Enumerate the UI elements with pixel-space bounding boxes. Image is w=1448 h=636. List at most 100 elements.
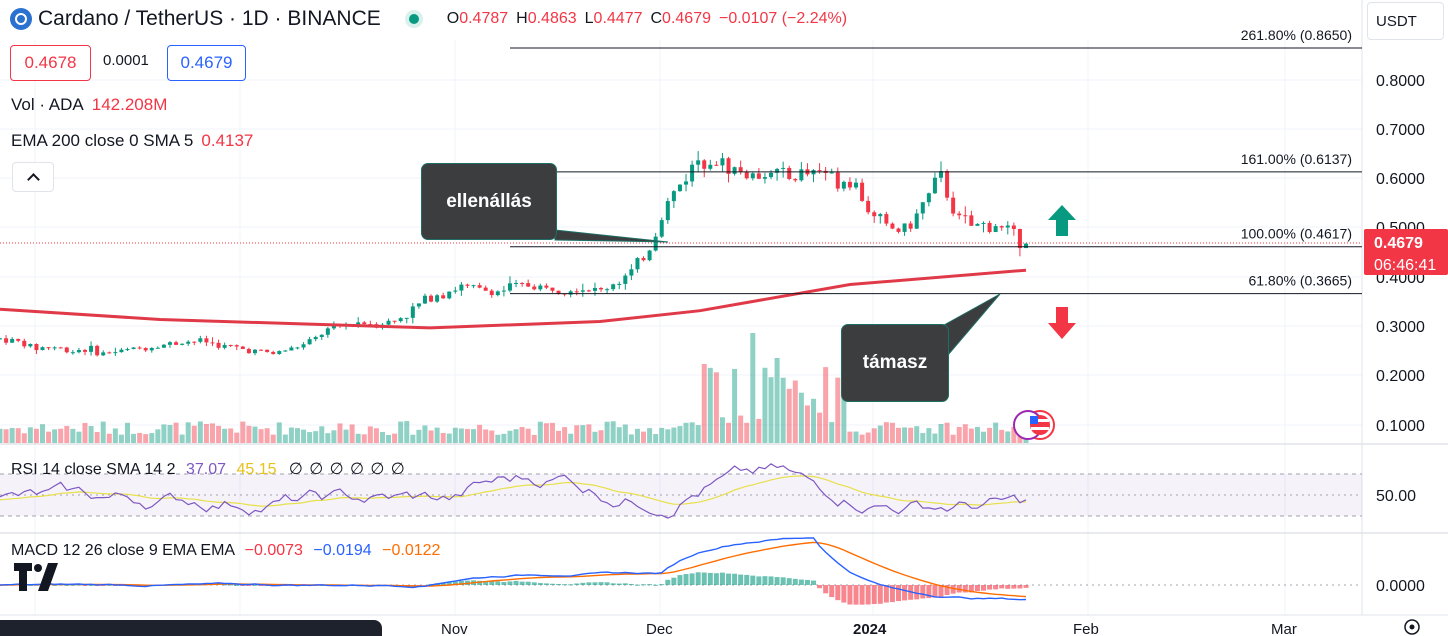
support-callout[interactable]: támasz xyxy=(841,324,949,402)
candle-body xyxy=(501,290,506,292)
candle-body xyxy=(945,171,950,198)
macd-legend[interactable]: MACD 12 26 close 9 EMA EMA −0.0073 −0.01… xyxy=(11,542,440,560)
macd-hist-bar xyxy=(987,585,993,590)
settings-icon[interactable] xyxy=(1404,619,1420,635)
volume-bar xyxy=(804,405,810,443)
fibonacci-levels[interactable]: 261.80% (0.8650) 161.00% (0.6137) 100.00% … xyxy=(510,27,1362,295)
volume-bar xyxy=(161,424,167,443)
candle-body xyxy=(908,223,913,229)
macd-hist-bar xyxy=(580,582,586,585)
volume-bar xyxy=(987,427,993,443)
volume-bar xyxy=(386,434,392,443)
volume-bar xyxy=(956,426,962,443)
volume-bar xyxy=(270,434,276,443)
volume-bar xyxy=(568,433,574,443)
rsi-legend[interactable]: RSI 14 close SMA 14 2 37.07 45.15 ∅ ∅ ∅ … xyxy=(11,459,406,479)
rsi-label: RSI 14 close SMA 14 2 xyxy=(11,461,176,478)
volume-bar xyxy=(974,426,980,443)
macd-line xyxy=(0,537,1027,601)
candle-body xyxy=(635,258,640,270)
volume-bar xyxy=(798,392,804,443)
volume-bar xyxy=(179,434,185,443)
volume-bar xyxy=(185,422,191,443)
macd-signal-value: −0.0122 xyxy=(382,542,441,559)
volume-bar xyxy=(865,432,871,443)
volume-bar xyxy=(877,425,883,443)
candle-body xyxy=(957,213,962,216)
candle-body xyxy=(841,181,846,189)
volume-bar xyxy=(902,427,908,443)
candle-body xyxy=(319,334,324,338)
rsi-axis-tick: 50.00 xyxy=(1376,488,1416,505)
candle-body xyxy=(137,347,142,349)
volume-bar xyxy=(683,422,689,443)
candle-body xyxy=(835,172,840,189)
volume-bar xyxy=(0,428,3,443)
candle-body xyxy=(234,345,239,347)
candle-body xyxy=(556,290,561,294)
time-tick: Dec xyxy=(646,621,673,636)
candle-body xyxy=(878,214,883,217)
volume-bar xyxy=(847,431,853,443)
candle-body xyxy=(495,291,500,296)
candle-body xyxy=(46,347,51,349)
time-axis[interactable]: Nov Dec 2024 Feb Mar xyxy=(441,621,1297,636)
price-tick: 0.7000 xyxy=(1376,122,1425,139)
macd-hist-bar xyxy=(883,585,889,603)
candle-body xyxy=(605,289,610,291)
volume-bar xyxy=(58,428,64,443)
symbol-header[interactable]: Cardano / TetherUS · 1D · BINANCE O0.478… xyxy=(10,4,847,34)
volume-bar xyxy=(15,428,21,443)
candle-body xyxy=(775,168,780,173)
collapse-legend-button[interactable] xyxy=(12,162,54,192)
candle-body xyxy=(975,223,980,226)
macd-hist-bar xyxy=(950,585,956,594)
buy-button[interactable]: 0.4679 xyxy=(167,45,246,81)
volume-bar xyxy=(495,434,501,443)
economic-event-icon[interactable] xyxy=(1013,410,1055,440)
volume-bar xyxy=(719,417,725,443)
candle-body xyxy=(939,171,944,178)
currency-select[interactable]: USDT xyxy=(1367,2,1444,40)
tradingview-logo-icon[interactable] xyxy=(14,563,60,591)
candle-body xyxy=(441,295,446,299)
volume-bar xyxy=(908,427,914,443)
volume-bar xyxy=(999,429,1005,443)
volume-bar xyxy=(191,425,197,443)
candle-body xyxy=(580,290,585,292)
macd-hist-bar xyxy=(610,583,616,585)
candle-body xyxy=(107,352,112,354)
volume-bar xyxy=(513,429,519,443)
candle-body xyxy=(447,291,452,299)
candle-body xyxy=(884,214,889,224)
volume-bar xyxy=(319,426,325,443)
macd-hist-bar xyxy=(501,581,507,585)
volume-bar xyxy=(665,429,671,443)
volume-legend[interactable]: Vol · ADA 142.208M xyxy=(11,95,167,115)
volume-bar xyxy=(562,427,568,443)
candle-body xyxy=(161,344,166,348)
volume-bar xyxy=(307,432,313,443)
ema-legend[interactable]: EMA 200 close 0 SMA 5 0.4137 xyxy=(11,131,253,151)
macd-hist-bar xyxy=(252,584,258,586)
volume-bar xyxy=(938,423,944,443)
candle-body xyxy=(659,220,664,237)
ohlc-low: L0.4477 xyxy=(585,10,643,28)
macd-hist-bar xyxy=(804,579,810,585)
sell-button[interactable]: 0.4678 xyxy=(10,45,91,81)
candle-body xyxy=(453,290,458,292)
candle-body xyxy=(82,350,87,352)
resistance-callout[interactable]: ellenállás xyxy=(421,163,557,240)
ohlc-value: 0.4679 xyxy=(662,10,711,27)
macd-hist-bar xyxy=(525,581,531,585)
volume-bar xyxy=(106,433,112,443)
ohlc-key: L xyxy=(584,10,594,27)
volume-bar xyxy=(829,422,835,443)
macd-hist-bar xyxy=(622,583,628,585)
candle-body xyxy=(265,349,270,352)
volume-bar xyxy=(1011,426,1017,443)
bottom-toolbar[interactable] xyxy=(0,620,382,636)
volume-bar xyxy=(914,426,920,443)
symbol-title[interactable]: Cardano / TetherUS · 1D · BINANCE xyxy=(38,7,381,30)
